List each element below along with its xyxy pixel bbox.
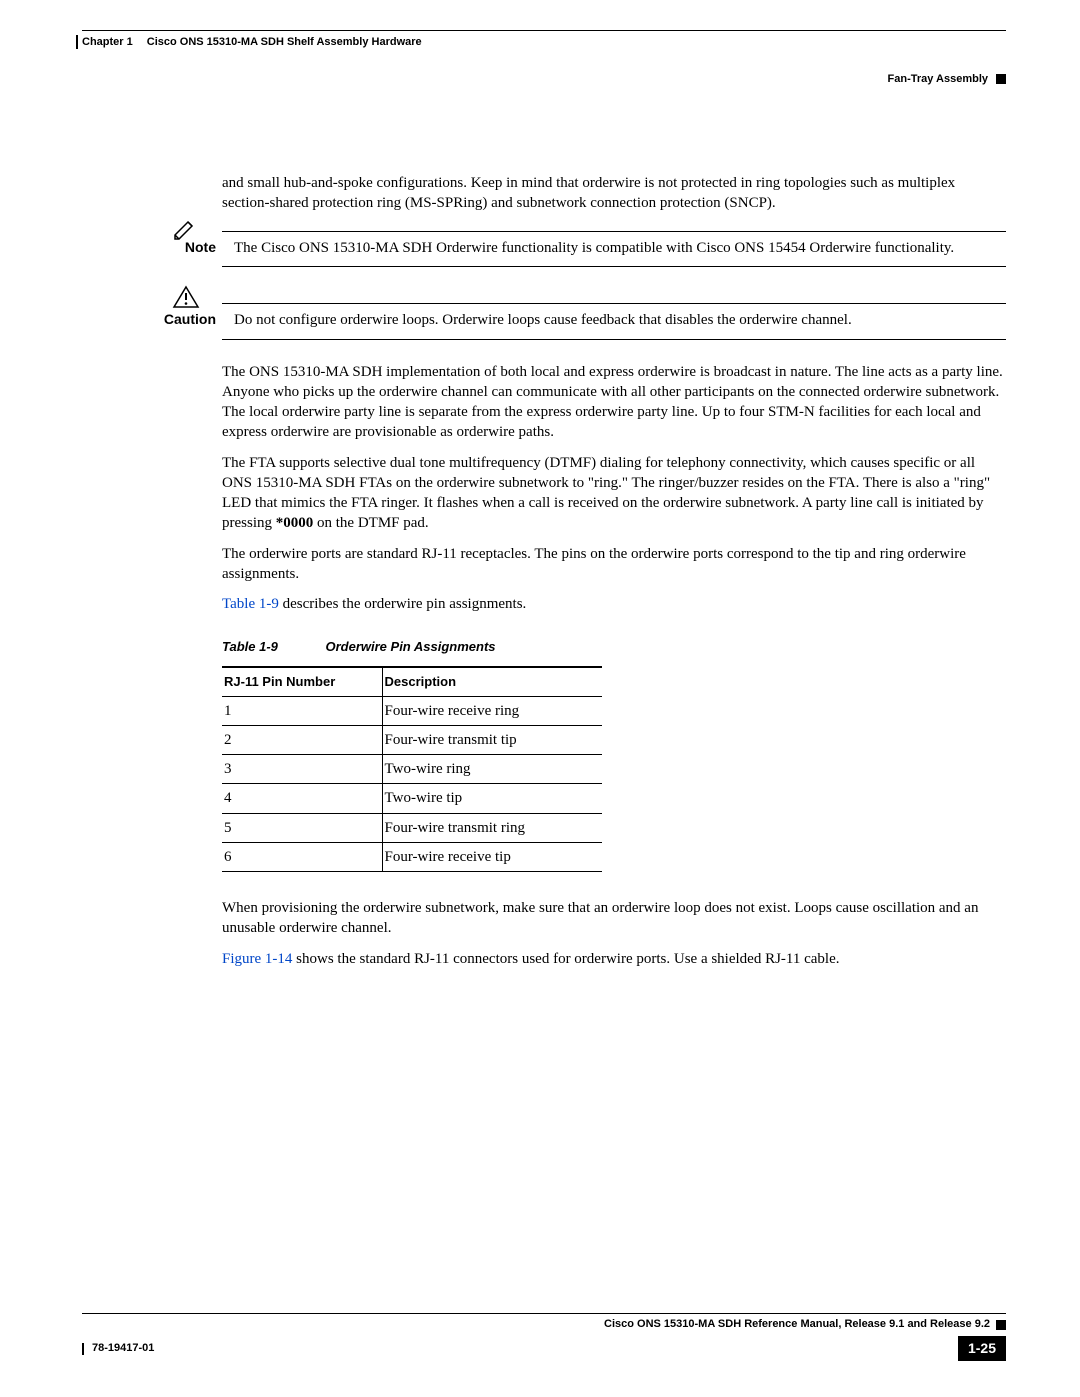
table-row: 3 Two-wire ring [222,755,602,784]
paragraph: The FTA supports selective dual tone mul… [222,453,1006,534]
chapter-label: Chapter 1 [82,35,133,50]
table-caption-title: Orderwire Pin Assignments [326,639,496,654]
note-block: Note The Cisco ONS 15310-MA SDH Orderwir… [222,231,1006,267]
paragraph: Figure 1-14 shows the standard RJ-11 con… [222,949,1006,969]
cell: Four-wire receive ring [382,696,602,725]
cell: Four-wire receive tip [382,842,602,871]
square-icon [996,1320,1006,1330]
table-link[interactable]: Table 1-9 [222,596,279,612]
figure-link[interactable]: Figure 1-14 [222,951,292,967]
paragraph: The ONS 15310-MA SDH implementation of b… [222,362,1006,443]
doc-number: 78-19417-01 [92,1341,154,1356]
cell: Four-wire transmit tip [382,725,602,754]
cell: Two-wire tip [382,784,602,813]
table-header-row: RJ-11 Pin Number Description [222,667,602,696]
table-row: 4 Two-wire tip [222,784,602,813]
paragraph: and small hub-and-spoke configurations. … [222,173,1006,214]
cell: 2 [222,725,382,754]
table-row: 1 Four-wire receive ring [222,696,602,725]
paragraph: Table 1-9 describes the orderwire pin as… [222,594,1006,614]
cell: 6 [222,842,382,871]
table-caption-label: Table 1-9 [222,639,278,654]
footer: Cisco ONS 15310-MA SDH Reference Manual,… [82,1313,1006,1361]
section-title: Fan-Tray Assembly [888,72,988,87]
cell: Two-wire ring [382,755,602,784]
page-number: 1-25 [958,1336,1006,1361]
col-header: RJ-11 Pin Number [222,667,382,696]
square-icon [996,74,1006,84]
caution-block: Caution Do not configure orderwire loops… [222,303,1006,339]
caution-label: Caution [156,310,216,330]
note-label: Note [156,238,216,258]
manual-title: Cisco ONS 15310-MA SDH Reference Manual,… [82,1317,990,1332]
note-text: The Cisco ONS 15310-MA SDH Orderwire fun… [234,238,1006,258]
table-row: 5 Four-wire transmit ring [222,813,602,842]
pin-table: RJ-11 Pin Number Description 1 Four-wire… [222,666,602,872]
cell: 3 [222,755,382,784]
cell: 5 [222,813,382,842]
cell: Four-wire transmit ring [382,813,602,842]
table-caption: Table 1-9 Orderwire Pin Assignments [222,638,1006,656]
cell: 4 [222,784,382,813]
bold-text: *0000 [276,515,314,531]
table-row: 2 Four-wire transmit tip [222,725,602,754]
header: Chapter 1 Cisco ONS 15310-MA SDH Shelf A… [82,35,1006,50]
warning-icon [172,285,200,309]
pencil-icon [172,215,198,241]
chapter-title: Cisco ONS 15310-MA SDH Shelf Assembly Ha… [147,35,422,50]
cell: 1 [222,696,382,725]
text: on the DTMF pad. [313,515,428,531]
paragraph: When provisioning the orderwire subnetwo… [222,898,1006,939]
header-rule [82,30,1006,31]
vertical-bar-icon [82,1343,84,1355]
vertical-bar-icon [76,35,78,49]
text: describes the orderwire pin assignments. [279,596,526,612]
col-header: Description [382,667,602,696]
paragraph: The orderwire ports are standard RJ-11 r… [222,544,1006,585]
table-row: 6 Four-wire receive tip [222,842,602,871]
caution-text: Do not configure orderwire loops. Orderw… [234,310,1006,330]
text: shows the standard RJ-11 connectors used… [292,951,839,967]
